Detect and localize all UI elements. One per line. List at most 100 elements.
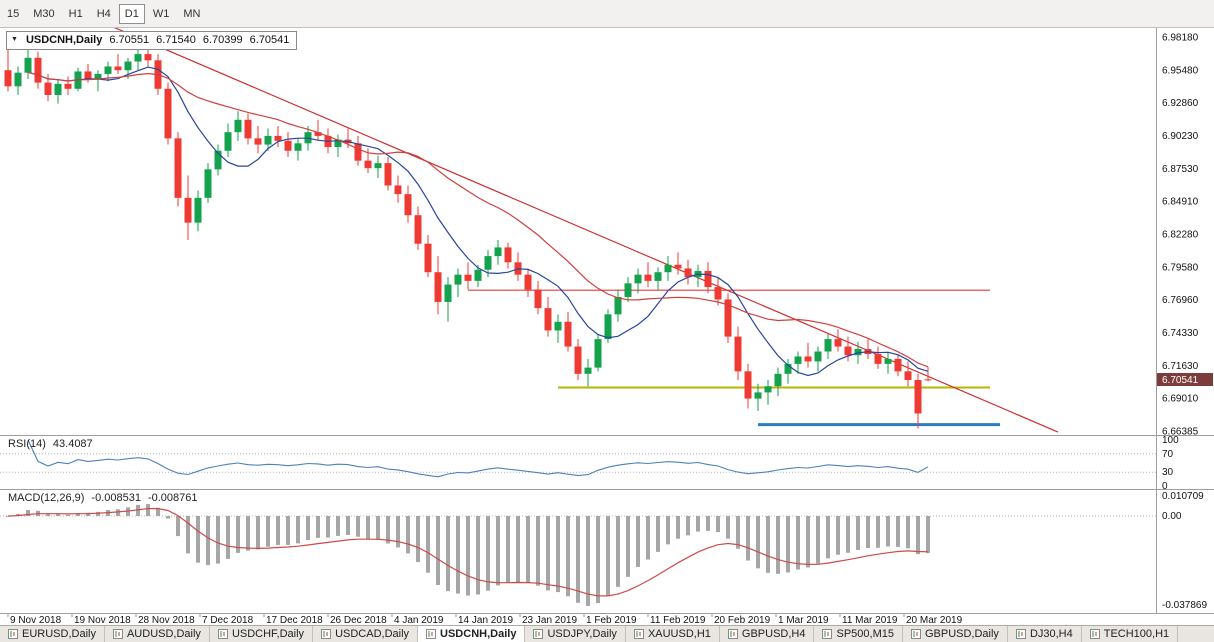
svg-text:26 Dec 2018: 26 Dec 2018 xyxy=(330,615,387,625)
macd-label: MACD(12,26,9) -0.008531 -0.008761 xyxy=(8,492,198,504)
price-chart-svg[interactable]: 6.98180 6.95480 6.92860 6.90230 6.87530 6.849… xyxy=(0,28,1214,625)
tab-label: GBPUSD,Daily xyxy=(924,628,999,640)
date-axis: 9 Nov 2018 19 Nov 2018 28 Nov 2018 7 Dec 20… xyxy=(7,614,963,625)
chart-icon xyxy=(8,629,18,639)
svg-text:70: 70 xyxy=(1162,449,1174,460)
svg-text:28 Nov 2018: 28 Nov 2018 xyxy=(138,615,195,625)
chart-icon xyxy=(426,629,437,639)
symbol-label: USDCNH,Daily xyxy=(25,34,103,46)
ma-fast-line xyxy=(27,66,929,377)
svg-text:6.98180: 6.98180 xyxy=(1162,33,1199,44)
svg-text:6.84910: 6.84910 xyxy=(1162,197,1199,208)
symbol-tab-gbpusd[interactable]: GBPUSD,H4 xyxy=(720,626,815,642)
svg-text:6.71630: 6.71630 xyxy=(1162,361,1199,372)
ohlc-low: 6.70399 xyxy=(202,34,243,46)
rsi-label: RSI(14) 43.4087 xyxy=(8,438,93,450)
chevron-down-icon[interactable]: ▼ xyxy=(11,36,18,43)
ohlc-open: 6.70551 xyxy=(109,34,150,46)
rsi-panel: 100 70 30 0 xyxy=(0,435,1179,492)
timeframe-button-15[interactable]: 15 xyxy=(1,4,25,24)
svg-text:0: 0 xyxy=(1162,481,1168,492)
svg-text:6.95480: 6.95480 xyxy=(1162,65,1199,76)
chart-icon xyxy=(822,629,833,639)
svg-text:6.82280: 6.82280 xyxy=(1162,230,1199,241)
svg-text:20 Feb 2019: 20 Feb 2019 xyxy=(714,615,771,625)
chart-icon xyxy=(217,629,228,639)
svg-text:6.66385: 6.66385 xyxy=(1162,427,1199,438)
svg-text:1 Feb 2019: 1 Feb 2019 xyxy=(586,615,637,625)
svg-text:11 Feb 2019: 11 Feb 2019 xyxy=(650,615,706,625)
symbol-tab-sp500[interactable]: SP500,M15 xyxy=(814,626,903,642)
symbol-tab-audusd[interactable]: AUDUSD,Daily xyxy=(105,626,210,642)
svg-text:6.70541: 6.70541 xyxy=(1162,375,1199,386)
price-badge: 6.70541 xyxy=(1157,372,1213,386)
svg-text:19 Nov 2018: 19 Nov 2018 xyxy=(74,615,131,625)
symbol-tabbar: EURUSD,Daily AUDUSD,Daily USDCHF,Daily USDC… xyxy=(0,625,1214,642)
svg-text:100: 100 xyxy=(1162,435,1179,446)
symbol-tab-usdjpy[interactable]: USDJPY,Daily xyxy=(525,626,626,642)
tab-label: EURUSD,Daily xyxy=(22,628,96,640)
ohlc-close: 6.70541 xyxy=(249,34,290,46)
symbol-tab-usdcad[interactable]: USDCAD,Daily xyxy=(313,626,419,642)
timeframe-button-d1[interactable]: D1 xyxy=(118,3,145,24)
timeframe-button-h4[interactable]: H4 xyxy=(91,4,117,24)
chart-icon xyxy=(1015,629,1026,639)
chart-icon xyxy=(533,629,544,639)
ohlc-high: 6.71540 xyxy=(156,34,196,46)
candlestick-series xyxy=(4,45,932,429)
timeframe-button-mn[interactable]: MN xyxy=(177,4,206,24)
svg-text:23 Jan 2019: 23 Jan 2019 xyxy=(522,615,577,625)
tab-label: AUDUSD,Daily xyxy=(126,628,201,640)
tab-label: SP500,M15 xyxy=(836,628,894,640)
symbol-tab-gbpusd[interactable]: GBPUSD,Daily xyxy=(903,626,1008,642)
svg-text:0.00: 0.00 xyxy=(1162,511,1182,522)
rsi-name: RSI(14) xyxy=(8,438,46,450)
symbol-tab-usdcnh[interactable]: USDCNH,Daily xyxy=(418,626,526,642)
svg-text:7 Dec 2018: 7 Dec 2018 xyxy=(202,615,254,625)
timeframe-button-h1[interactable]: H1 xyxy=(63,4,89,24)
ma-slow-line xyxy=(27,71,929,368)
chart-icon xyxy=(321,629,332,639)
svg-text:-0.037869: -0.037869 xyxy=(1162,600,1207,611)
tab-label: DJ30,H4 xyxy=(1029,628,1073,640)
macd-main-value: -0.008531 xyxy=(91,492,141,504)
chart-icon xyxy=(1089,629,1100,639)
timeframe-button-m30[interactable]: M30 xyxy=(27,4,60,24)
panel-separators xyxy=(0,28,1214,614)
svg-text:14 Jan 2019: 14 Jan 2019 xyxy=(458,615,513,625)
chart-icon xyxy=(910,629,921,639)
macd-name: MACD(12,26,9) xyxy=(8,492,85,504)
svg-text:6.87530: 6.87530 xyxy=(1162,164,1199,175)
tab-label: USDCAD,Daily xyxy=(335,628,410,640)
svg-text:1 Mar 2019: 1 Mar 2019 xyxy=(778,615,829,625)
symbol-tab-dj30[interactable]: DJ30,H4 xyxy=(1008,626,1082,642)
svg-text:6.69010: 6.69010 xyxy=(1162,394,1199,405)
macd-panel: 0.010709 0.00 -0.037869 xyxy=(0,491,1207,611)
svg-text:6.74330: 6.74330 xyxy=(1162,328,1199,339)
symbol-tab-eurusd[interactable]: EURUSD,Daily xyxy=(0,626,105,642)
timeframe-button-w1[interactable]: W1 xyxy=(147,4,176,24)
tab-label: USDJPY,Daily xyxy=(547,628,617,640)
tab-label: USDCNH,Daily xyxy=(440,628,517,640)
svg-text:4 Jan 2019: 4 Jan 2019 xyxy=(394,615,444,625)
tab-label: TECH100,H1 xyxy=(1103,628,1170,640)
timeframe-toolbar: 15 M30 H1 H4 D1 W1 MN xyxy=(0,0,1214,28)
svg-text:17 Dec 2018: 17 Dec 2018 xyxy=(266,615,323,625)
svg-text:9 Nov 2018: 9 Nov 2018 xyxy=(10,615,62,625)
price-axis: 6.98180 6.95480 6.92860 6.90230 6.87530 6.849… xyxy=(1162,33,1199,438)
svg-text:6.76960: 6.76960 xyxy=(1162,295,1199,306)
chart-icon xyxy=(633,629,644,639)
rsi-value: 43.4087 xyxy=(52,438,93,450)
symbol-tab-tech100[interactable]: TECH100,H1 xyxy=(1082,626,1179,642)
svg-text:6.79580: 6.79580 xyxy=(1162,262,1199,273)
symbol-tab-usdchf[interactable]: USDCHF,Daily xyxy=(210,626,314,642)
chart-icon xyxy=(727,629,738,639)
svg-text:30: 30 xyxy=(1162,467,1174,478)
symbol-tab-xauusd[interactable]: XAUUSD,H1 xyxy=(626,626,720,642)
svg-text:6.90230: 6.90230 xyxy=(1162,131,1199,142)
chart-area: 6.98180 6.95480 6.92860 6.90230 6.87530 6.849… xyxy=(0,28,1214,625)
svg-text:11 Mar 2019: 11 Mar 2019 xyxy=(842,615,898,625)
svg-text:20 Mar 2019: 20 Mar 2019 xyxy=(906,615,963,625)
trendline[interactable] xyxy=(85,28,1059,433)
chart-icon xyxy=(112,629,123,639)
